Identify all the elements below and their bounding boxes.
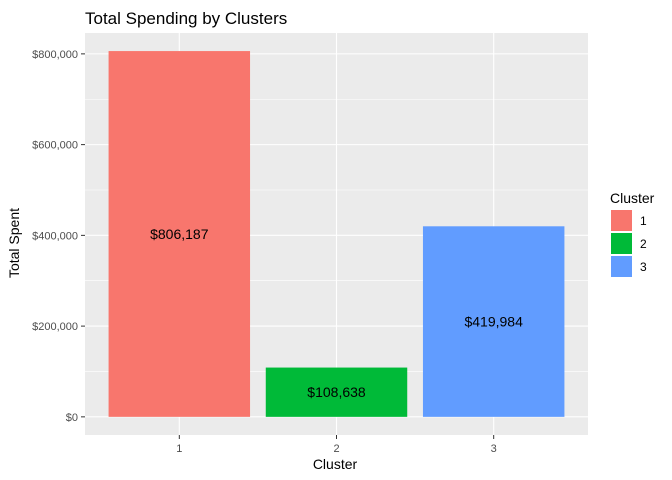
bar-cluster-1: [108, 51, 251, 417]
data-label-cluster-2: $108,638: [307, 384, 366, 400]
y-axis-title: Total Spent: [6, 208, 22, 278]
x-tick-label: 2: [333, 443, 339, 455]
y-tick-label: $400,000: [32, 230, 78, 242]
x-tick-label: 3: [491, 443, 497, 455]
legend-label-1: 1: [640, 214, 647, 228]
data-label-cluster-3: $419,984: [464, 314, 523, 330]
data-label-cluster-1: $806,187: [150, 226, 209, 242]
legend-title: Cluster: [610, 190, 655, 206]
data-labels: $806,187 $108,638 $419,984: [150, 226, 523, 400]
y-tick-label: $0: [66, 412, 78, 424]
bars: [108, 51, 565, 417]
legend: Cluster 1 2 3: [610, 190, 655, 277]
bar-cluster-2: [265, 367, 408, 417]
x-axis: 1 2 3: [176, 435, 497, 455]
legend-key-3: [611, 256, 632, 277]
legend-label-3: 3: [640, 260, 647, 274]
y-tick-label: $600,000: [32, 140, 78, 152]
x-axis-title: Cluster: [313, 456, 358, 472]
y-tick-label: $200,000: [32, 321, 78, 333]
legend-items: 1 2 3: [611, 210, 647, 277]
chart-title: Total Spending by Clusters: [85, 9, 287, 28]
legend-key-2: [611, 233, 632, 254]
y-tick-label: $800,000: [32, 49, 78, 61]
y-axis: $0 $200,000 $400,000 $600,000 $800,000: [32, 49, 85, 424]
legend-key-1: [611, 210, 632, 231]
x-tick-label: 1: [176, 443, 182, 455]
bar-cluster-3: [422, 226, 565, 417]
legend-label-2: 2: [640, 237, 647, 251]
